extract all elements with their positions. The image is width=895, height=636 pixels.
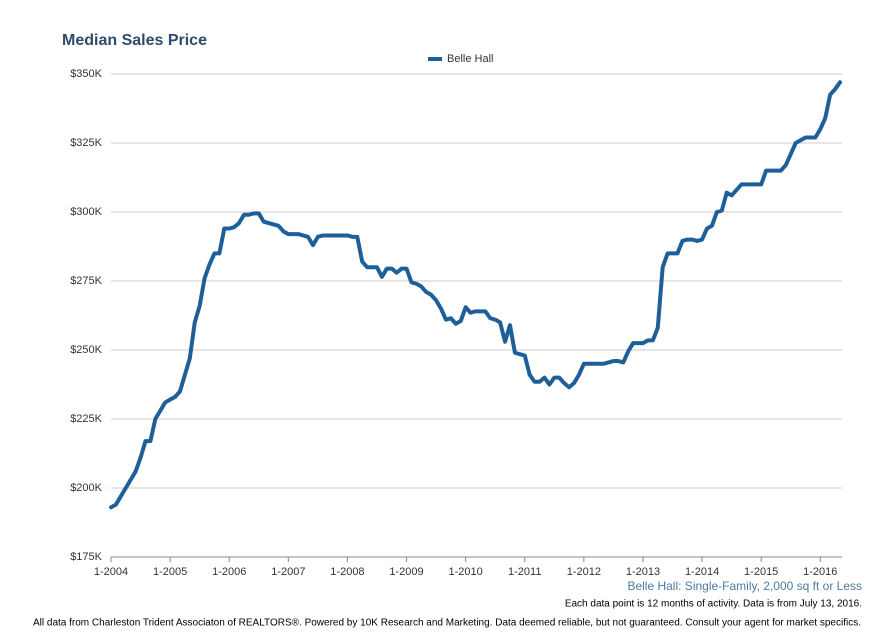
y-tick-label: $350K xyxy=(70,68,102,80)
x-tick-label: 1-2008 xyxy=(330,566,364,578)
subtitle: Belle Hall: Single-Family, 2,000 sq ft o… xyxy=(627,579,862,593)
x-tick-label: 1-2012 xyxy=(567,566,601,578)
x-tick-label: 1-2006 xyxy=(212,566,246,578)
x-tick-label: 1-2015 xyxy=(744,566,778,578)
footer: All data from Charleston Trident Associa… xyxy=(33,618,861,629)
x-tick-label: 1-2007 xyxy=(271,566,305,578)
y-tick-label: $275K xyxy=(70,275,102,287)
line-series xyxy=(109,80,842,510)
legend-label: Belle Hall xyxy=(447,53,493,65)
x-tick-label: 1-2004 xyxy=(94,566,128,578)
y-tick-label: $175K xyxy=(70,551,102,563)
x-tick-label: 1-2010 xyxy=(449,566,483,578)
y-tick-label: $250K xyxy=(70,344,102,356)
y-tick-label: $325K xyxy=(70,137,102,149)
y-tick-label: $225K xyxy=(70,413,102,425)
x-tick-label: 1-2014 xyxy=(685,566,719,578)
x-tick-label: 1-2011 xyxy=(508,566,541,578)
y-tick-label: $200K xyxy=(70,482,102,494)
x-tick-label: 1-2016 xyxy=(803,566,837,578)
x-tick-label: 1-2009 xyxy=(389,566,423,578)
note: Each data point is 12 months of activity… xyxy=(565,599,862,610)
x-tick-label: 1-2005 xyxy=(153,566,187,578)
y-tick-label: $300K xyxy=(70,206,102,218)
chart-title: Median Sales Price xyxy=(62,32,207,49)
x-tick-label: 1-2013 xyxy=(626,566,660,578)
